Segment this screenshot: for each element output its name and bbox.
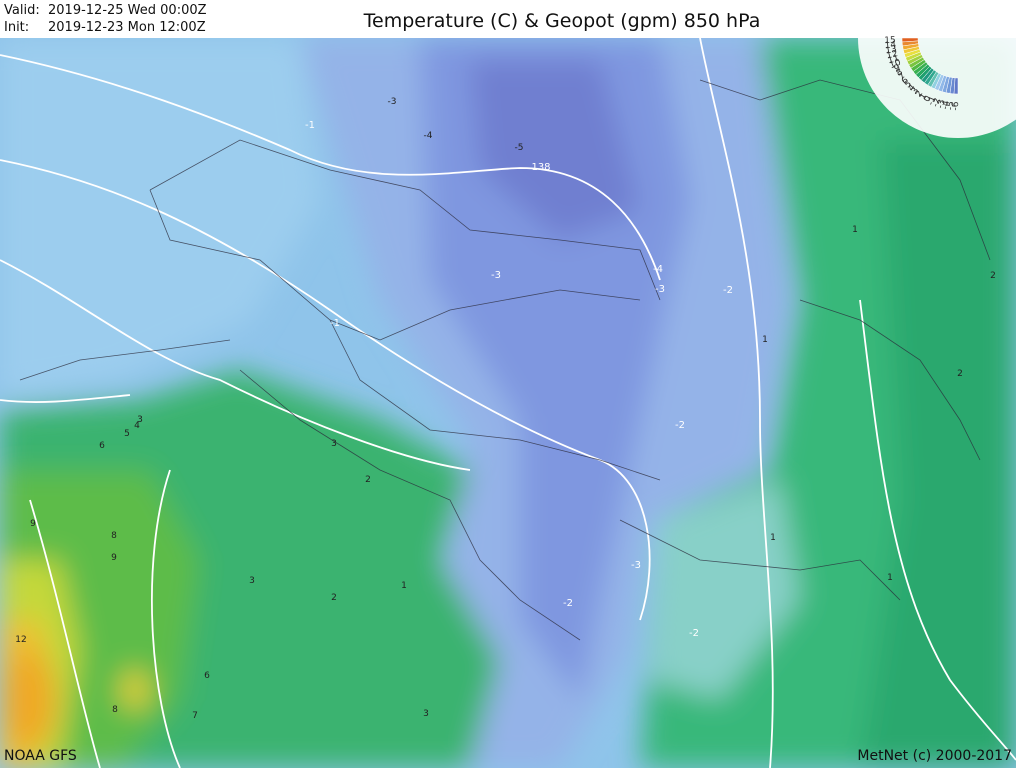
contour-label: 8 xyxy=(111,531,117,541)
contour-label: 138 xyxy=(531,162,550,173)
legend-label: 8 xyxy=(895,67,905,79)
geopotential-contours xyxy=(0,38,1016,768)
contour-label: -3 xyxy=(388,97,397,107)
contour-label: 5 xyxy=(124,429,130,439)
legend-label: 11 xyxy=(887,53,901,66)
init-label: Init: xyxy=(4,20,29,35)
contour-label: -5 xyxy=(515,143,524,153)
legend-label: 5 xyxy=(903,79,914,90)
legend-label: -3 xyxy=(936,98,948,109)
legend-label: -6 xyxy=(951,101,961,111)
contour-label: 1 xyxy=(887,573,893,583)
contour-label: 9 xyxy=(111,553,117,563)
contour-label: -2 xyxy=(675,420,685,431)
contour-label: 1 xyxy=(770,533,776,543)
legend-label: -4 xyxy=(941,99,952,110)
contour-label: -4 xyxy=(424,131,433,141)
contour-label: -2 xyxy=(723,285,733,296)
valid-time: 2019-12-25 Wed 00:00Z xyxy=(48,3,207,18)
model-credit: NOAA GFS xyxy=(4,748,77,764)
contour-label: 9 xyxy=(30,519,36,529)
contour-label: 3 xyxy=(331,439,337,449)
legend-label: 13 xyxy=(885,45,898,57)
contour-label: 2 xyxy=(331,593,337,603)
contour-label: -1 xyxy=(330,318,340,329)
legend-label: 14 xyxy=(884,40,897,51)
contour-label: 6 xyxy=(99,441,105,451)
contour-label: 6 xyxy=(204,671,210,681)
contour-label: 3 xyxy=(423,709,429,719)
contour-label: -2 xyxy=(563,598,573,609)
contour-label: 3 xyxy=(137,415,143,425)
legend-label: 10 xyxy=(888,58,903,72)
legend-label: -1 xyxy=(926,95,939,107)
legend-label: 12 xyxy=(885,49,899,62)
legend-label: 0 xyxy=(922,94,934,104)
legend-label: -5 xyxy=(946,101,957,111)
contour-label: -3 xyxy=(631,560,641,571)
contour-label: 2 xyxy=(365,475,371,485)
legend-label: 2 xyxy=(914,89,925,99)
legend-label: -2 xyxy=(931,97,943,109)
copyright: MetNet (c) 2000-2017 xyxy=(857,748,1012,764)
contour-label: 1 xyxy=(401,581,407,591)
contour-label: 7 xyxy=(192,711,198,721)
contour-label: 12 xyxy=(15,635,26,645)
contour-label: 3 xyxy=(249,576,255,586)
valid-label: Valid: xyxy=(4,3,40,18)
legend-label: 7 xyxy=(897,71,907,82)
field xyxy=(0,38,1016,768)
contour-label: 2 xyxy=(957,369,963,379)
contour-label: 8 xyxy=(112,705,118,715)
map-title: Temperature (C) & Geopot (gpm) 850 hPa xyxy=(363,10,761,32)
header-bar xyxy=(0,0,1016,38)
legend-label: 1 xyxy=(918,92,930,102)
contour-label: 4 xyxy=(134,421,140,431)
contour-label: 1 xyxy=(852,225,858,235)
contour-label: -4 xyxy=(653,264,663,275)
contour-label: -1 xyxy=(305,120,315,131)
contour-label: 1 xyxy=(762,335,768,345)
borders xyxy=(19,79,991,641)
legend-label: 9 xyxy=(893,63,903,75)
contour-label: 2 xyxy=(990,271,996,281)
legend-label: 4 xyxy=(906,82,917,93)
init-time: 2019-12-23 Mon 12:00Z xyxy=(48,20,206,35)
contour-label: -3 xyxy=(655,284,665,295)
legend-label: 15 xyxy=(884,36,896,46)
legend-backdrop xyxy=(858,0,1016,138)
legend-label: 6 xyxy=(900,75,911,87)
legend-swatch xyxy=(953,77,959,95)
contour-label: -3 xyxy=(491,270,501,281)
legend-label: 3 xyxy=(910,86,921,97)
contour-label: -2 xyxy=(689,628,699,639)
